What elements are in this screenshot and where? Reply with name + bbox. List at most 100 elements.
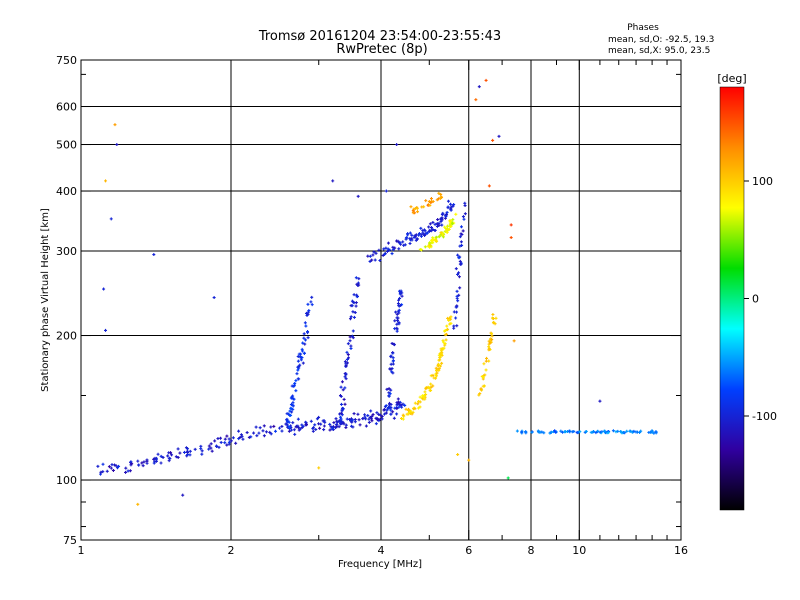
data-point [328,422,332,426]
data-point [563,430,567,434]
data-point [491,321,495,325]
data-point [338,412,342,416]
data-point [536,429,540,433]
data-point [444,214,448,218]
data-point [124,470,128,474]
data-point [392,416,396,420]
data-point [446,205,450,209]
data-point [109,217,113,221]
data-point [280,429,284,433]
data-point [457,256,461,260]
data-point [344,373,348,377]
data-point [289,407,293,411]
data-point [429,197,433,201]
data-point [390,252,394,256]
data-point [424,393,428,397]
data-point [418,405,422,409]
phases-o-mode: mean, sd,O: -92.5, 19.3 [608,35,714,45]
y-tick-label: 100 [56,474,77,487]
data-point [445,228,449,232]
data-point [632,429,636,433]
data-point [424,387,428,391]
data-point [294,389,298,393]
data-point [449,202,453,206]
data-point [124,466,128,470]
data-point [425,231,429,235]
data-point [441,340,445,344]
data-point [400,405,404,409]
data-point [487,345,491,349]
data-point [477,85,481,89]
colorbar-tick-label: -100 [752,410,777,423]
data-point [345,350,349,354]
data-point [410,233,414,237]
data-point [484,368,488,372]
data-point [399,416,403,420]
data-point [296,359,300,363]
data-point [343,375,347,379]
data-point [370,414,374,418]
data-point [287,425,291,429]
data-point [368,254,372,258]
data-point [384,246,388,250]
data-point [96,464,100,468]
data-point [395,312,399,316]
data-point [344,377,348,381]
y-tick-label: 300 [56,245,77,258]
data-point [296,368,300,372]
data-point [650,429,654,433]
data-point [434,366,438,370]
data-point [306,330,310,334]
data-point [369,409,373,413]
data-point [302,332,306,336]
data-point [225,434,229,438]
data-point [199,444,203,448]
data-point [310,303,314,307]
data-point [391,356,395,360]
data-point [438,358,442,362]
data-point [446,316,450,320]
data-point [398,402,402,406]
data-point [334,423,338,427]
data-point [225,443,229,447]
data-point [386,406,390,410]
data-point [387,387,391,391]
x-tick-label: 4 [378,544,385,557]
data-point [351,425,355,429]
data-point [428,203,432,207]
data-point [322,424,326,428]
data-point [395,326,399,330]
data-point [431,200,435,204]
data-point [337,425,341,429]
data-point [385,387,389,391]
data-point [340,413,344,417]
data-point [611,429,615,433]
data-point [349,344,353,348]
data-point [456,453,460,457]
data-point [374,251,378,255]
x-tick-label: 16 [674,544,688,557]
data-point [382,412,386,416]
data-point [450,222,454,226]
data-point [433,228,437,232]
data-point [484,359,488,363]
data-point [417,233,421,237]
data-point [375,411,379,415]
data-point [176,455,180,459]
data-point [342,397,346,401]
data-point [304,423,308,427]
data-point [200,449,204,453]
data-point [451,218,455,222]
data-point [378,259,382,263]
data-point [397,308,401,312]
data-point [391,351,395,355]
data-point [289,428,293,432]
data-point [352,412,356,416]
data-point [524,430,528,434]
data-point [463,212,467,216]
data-point [456,299,460,303]
data-point [214,444,218,448]
data-point [353,311,357,315]
data-point [396,400,400,404]
data-point [418,395,422,399]
